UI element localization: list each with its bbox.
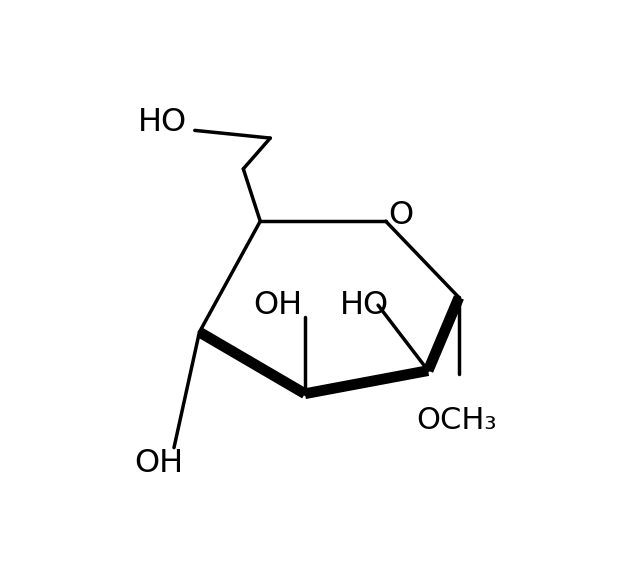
Polygon shape <box>304 365 429 399</box>
Text: OH: OH <box>253 289 303 321</box>
Text: HO: HO <box>138 107 187 138</box>
Text: O: O <box>388 200 413 230</box>
Polygon shape <box>423 295 464 373</box>
Text: OH: OH <box>134 448 183 479</box>
Text: OCH₃: OCH₃ <box>417 406 497 435</box>
Polygon shape <box>196 328 308 398</box>
Text: HO: HO <box>340 289 388 321</box>
